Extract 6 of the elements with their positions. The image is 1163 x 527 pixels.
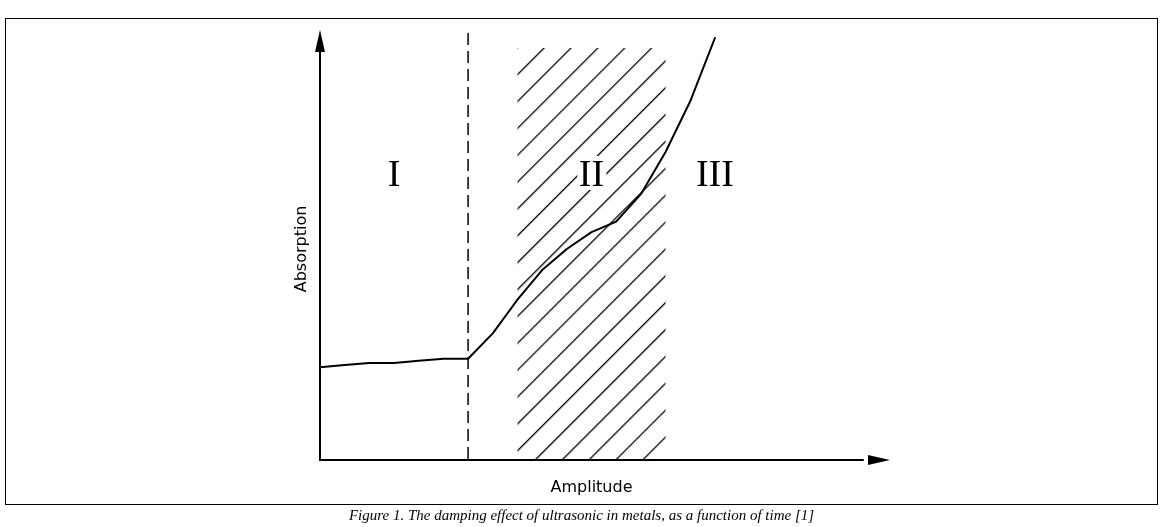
annotation: III	[695, 151, 734, 196]
y-axis-title: Absorption	[290, 205, 310, 293]
caption: Figure 1. The damping effect of ultrasonic in metals, as a function of time [1]	[347, 506, 816, 525]
annotation: II	[577, 152, 606, 195]
x-axis-title: Amplitude	[550, 476, 633, 496]
annotation: I	[387, 151, 401, 196]
